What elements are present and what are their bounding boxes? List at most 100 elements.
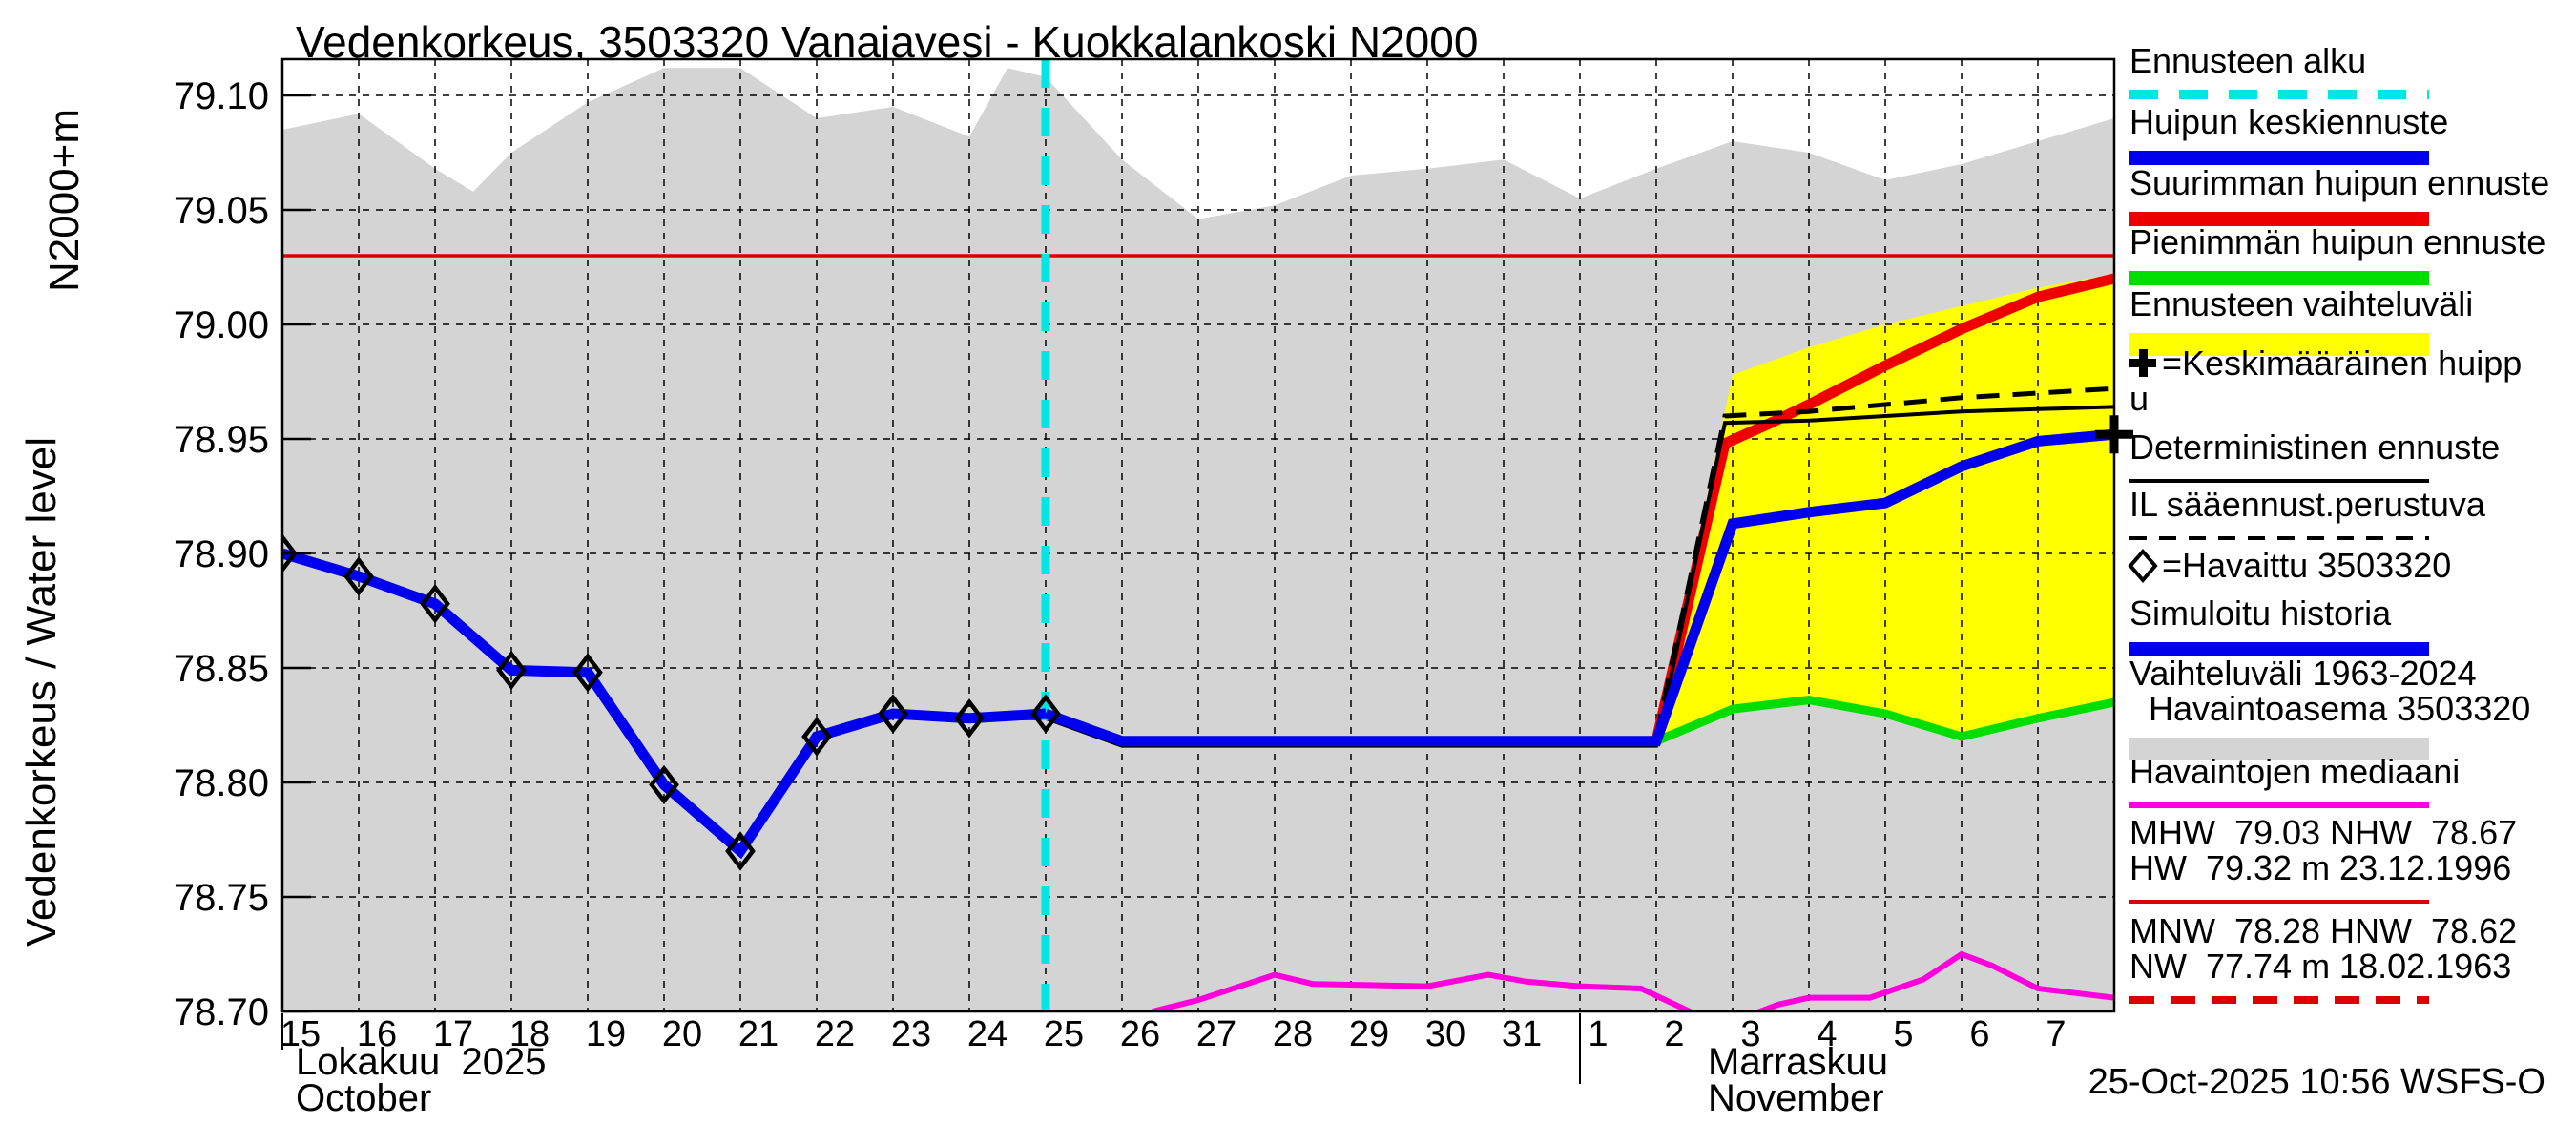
x-tick-label-oct: 26 <box>1120 1014 1160 1054</box>
legend-item-label: u <box>2129 379 2149 418</box>
x-tick-label-nov: 5 <box>1893 1014 1913 1054</box>
x-tick-label-nov: 3 <box>1740 1014 1760 1054</box>
legend-item-label: Simuloitu historia <box>2129 593 2392 633</box>
x-tick-label-nov: 6 <box>1969 1014 1989 1054</box>
plus-marker-icon <box>2139 349 2148 377</box>
x-tick-label-oct: 25 <box>1044 1014 1084 1054</box>
x-tick-label-oct: 31 <box>1502 1014 1542 1054</box>
legend-item-il-weather-forecast: IL sääennust.perustuva <box>2129 485 2486 540</box>
x-tick-label-oct: 17 <box>433 1014 473 1054</box>
plot-frame <box>280 57 2116 1013</box>
observed-diamond-marker <box>572 653 603 693</box>
x-axis-month-october-fi: Lokakuu 2025 <box>296 1041 546 1083</box>
legend-item-label: MNW 78.28 HNW 78.62 <box>2129 911 2517 950</box>
x-tick-label-oct: 15 <box>280 1014 321 1054</box>
diamond-marker-icon <box>2128 548 2158 584</box>
y-tick-label: 78.70 <box>174 991 269 1033</box>
legend-sample-blue-bar <box>2129 642 2429 656</box>
x-tick-label-oct: 19 <box>586 1014 626 1054</box>
legend-item-observed-station: =Havaittu 3503320 <box>2128 546 2451 585</box>
x-axis-month-november-en: November <box>1708 1077 1884 1119</box>
y-tick-label: 78.85 <box>174 648 269 690</box>
legend-item-label: Ennusteen alku <box>2129 41 2366 80</box>
plot-area: 79.10 79.05 79.00 78.95 78.90 78.85 78.80 78.75… <box>174 57 2133 1084</box>
average-peak-dashed-line <box>1653 385 2114 738</box>
legend-item-historical-range: Vaihteluväli 1963-2024 Havaintoasema 350… <box>2129 654 2530 760</box>
y-tick-label: 79.00 <box>174 304 269 346</box>
legend-item-label: Pienimmän huipun ennuste <box>2129 222 2545 261</box>
legend-item-label: =Keskimääräinen huipp <box>2162 344 2522 383</box>
mean-peak-forecast-line <box>1044 428 2114 747</box>
observed-diamond-marker <box>649 764 679 805</box>
x-tick-label-oct: 22 <box>815 1014 855 1054</box>
y-tick-label: 78.80 <box>174 762 269 804</box>
legend-item-label: =Havaittu 3503320 <box>2162 546 2451 585</box>
legend-item-forecast-start: Ennusteen alku <box>2129 41 2429 99</box>
x-tick-label-oct: 29 <box>1349 1014 1389 1054</box>
legend-item-simulated-history: Simuloitu historia <box>2129 593 2429 656</box>
observations-median-line <box>1152 950 2114 1011</box>
y-tick-label: 78.95 <box>174 419 269 461</box>
legend-item-label: Huipun keskiennuste <box>2129 102 2448 141</box>
legend-item-average-peak: =Keskimääräinen huipp u <box>2129 344 2522 418</box>
legend-item-label: Havaintojen mediaani <box>2129 752 2460 791</box>
legend-item-max-peak-forecast: Suurimman huipun ennuste <box>2129 163 2549 226</box>
legend: Ennusteen alku Huipun keskiennuste Suurimm… <box>2128 41 2549 1004</box>
legend-item-forecast-range: Ennusteen vaihteluväli <box>2129 284 2473 356</box>
x-tick-label-oct: 21 <box>738 1014 779 1054</box>
x-tick-label-nov: 4 <box>1817 1014 1837 1054</box>
observed-diamond-marker <box>1030 694 1061 734</box>
observed-diamond-marker <box>801 717 832 757</box>
y-axis-datum-label: N2000+m <box>41 109 88 292</box>
x-tick-label-oct: 27 <box>1196 1014 1236 1054</box>
observed-diamond-marker <box>420 584 450 624</box>
legend-item-label: NW 77.74 m 18.02.1963 <box>2129 947 2511 986</box>
y-axis-label: Vedenkorkeus / Water level <box>18 437 65 947</box>
x-tick-label-oct: 16 <box>357 1014 397 1054</box>
x-tick-label-nov: 7 <box>2046 1014 2066 1054</box>
x-tick-label-nov: 1 <box>1588 1014 1608 1054</box>
legend-item-label: MHW 79.03 NHW 78.67 <box>2129 813 2517 852</box>
x-tick-label-oct: 28 <box>1273 1014 1313 1054</box>
observed-diamond-markers <box>282 533 1061 871</box>
plot-layers <box>282 59 2114 1011</box>
y-tick-label: 78.90 <box>174 533 269 575</box>
legend-item-min-peak-forecast: Pienimmän huipun ennuste <box>2129 222 2545 285</box>
legend-sample-green-bar <box>2129 271 2429 285</box>
x-axis-month-november-fi: Marraskuu <box>1708 1041 1888 1083</box>
legend-item-label: HW 79.32 m 23.12.1996 <box>2129 848 2511 887</box>
legend-item-observations-median: Havaintojen mediaani <box>2129 752 2460 808</box>
observed-diamond-marker <box>343 556 374 596</box>
render-timestamp: 25-Oct-2025 10:56 WSFS-O <box>2088 1062 2545 1102</box>
legend-sample-red-bar <box>2129 212 2429 226</box>
legend-sample-blue-bar <box>2129 151 2429 165</box>
legend-sample-gray-bar <box>2129 738 2429 760</box>
min-peak-forecast-line <box>1654 696 2114 745</box>
x-tick-label-oct: 20 <box>662 1014 702 1054</box>
legend-item-label: Suurimman huipun ennuste <box>2129 163 2549 202</box>
legend-item-label: Vaihteluväli 1963-2024 <box>2129 654 2477 693</box>
legend-item-label: Ennusteen vaihteluväli <box>2129 284 2473 323</box>
y-tick-label: 78.75 <box>174 877 269 919</box>
x-tick-label-oct: 24 <box>967 1014 1008 1054</box>
observed-diamond-marker <box>725 831 756 871</box>
legend-item-label: IL sääennust.perustuva <box>2129 485 2486 524</box>
legend-item-deterministic-forecast: Deterministinen ennuste <box>2129 427 2500 483</box>
x-axis-month-october-en: October <box>296 1077 431 1119</box>
legend-item-mean-peak-forecast: Huipun keskiennuste <box>2129 102 2448 165</box>
y-tick-label: 79.10 <box>174 75 269 117</box>
observed-diamond-marker <box>496 650 527 691</box>
x-tick-label-oct: 18 <box>509 1014 550 1054</box>
legend-item-label: Deterministinen ennuste <box>2129 427 2500 467</box>
observed-diamond-marker <box>878 694 908 734</box>
x-tick-label-nov: 2 <box>1664 1014 1684 1054</box>
observed-diamond-marker <box>954 698 985 739</box>
x-tick-label-oct: 23 <box>891 1014 931 1054</box>
y-tick-label: 79.05 <box>174 190 269 232</box>
observed-line <box>282 548 1047 860</box>
observed-diamond-marker <box>282 533 298 573</box>
legend-sample-yellow-bar <box>2129 333 2429 356</box>
